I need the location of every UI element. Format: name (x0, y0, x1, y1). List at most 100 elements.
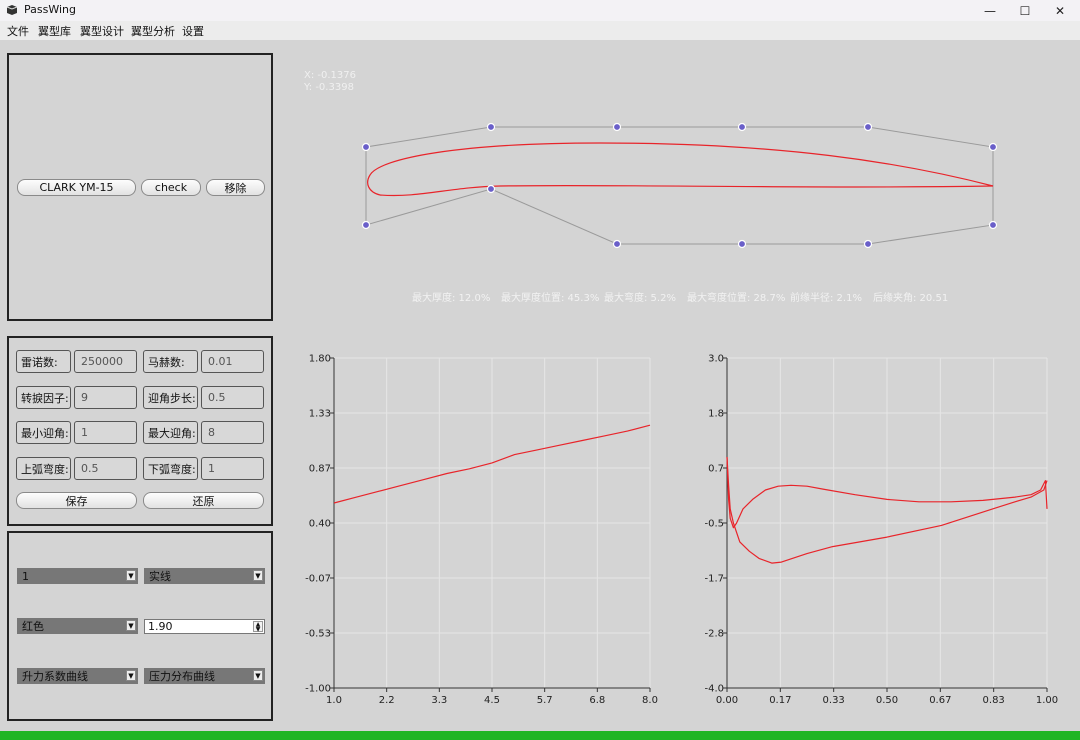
title-bar: PassWing — ☐ ✕ (0, 0, 1080, 21)
airfoil-list-panel: CLARK YM-15 check 移除 (7, 53, 273, 321)
y-tick-label: 3.0 (708, 354, 724, 365)
plot-style-panel: 1 ▼ 实线 ▼ 红色 ▼ 1.90 ▲ ▼ 升力系数曲线 ▼ 压力分布曲线 ▼ (7, 531, 273, 721)
app-logo-icon (6, 5, 18, 15)
transition-field[interactable]: 9 (74, 386, 137, 409)
dropdown-arrow-icon: ▼ (126, 570, 136, 581)
menu-bar: 文件 翼型库 翼型设计 翼型分析 设置 (0, 21, 1080, 40)
restore-button[interactable]: 还原 (143, 492, 264, 509)
line-color-combo[interactable]: 红色 ▼ (17, 618, 138, 634)
x-tick-label: 8.0 (642, 695, 658, 706)
spin-arrows-icon[interactable]: ▲ ▼ (253, 621, 263, 633)
control-point[interactable] (612, 122, 622, 132)
max-aoa-field[interactable]: 8 (201, 421, 264, 444)
x-tick-label: 1.00 (1036, 695, 1058, 706)
x-tick-label: 0.67 (929, 695, 951, 706)
reynolds-field[interactable]: 250000 (74, 350, 137, 373)
y-tick-label: 0.40 (309, 519, 331, 530)
y-tick-label: -1.00 (305, 684, 331, 695)
control-point[interactable] (863, 122, 873, 132)
maximize-button[interactable]: ☐ (1005, 0, 1045, 21)
transition-label: 转捩因子: (16, 386, 71, 409)
upper-camber-label: 上弧弯度: (16, 457, 71, 480)
stat-max-camber: 最大弯度: 5.2% (604, 293, 676, 304)
x-tick-label: 4.5 (484, 695, 500, 706)
dropdown-arrow-icon: ▼ (126, 620, 136, 631)
menu-airfoil-analysis[interactable]: 翼型分析 (131, 25, 175, 38)
menu-airfoil-library[interactable]: 翼型库 (38, 25, 71, 38)
line-width-value: 1 (22, 569, 29, 583)
y-tick-label: -0.5 (704, 519, 724, 530)
aoa-step-field[interactable]: 0.5 (201, 386, 264, 409)
control-point[interactable] (863, 239, 873, 249)
stat-te-angle: 后缘夹角: 20.51 (873, 293, 949, 304)
dropdown-arrow-icon: ▼ (253, 570, 263, 581)
control-point[interactable] (361, 220, 371, 230)
dropdown-arrow-icon: ▼ (126, 670, 136, 681)
max-aoa-label: 最大迎角: (143, 421, 198, 444)
check-button[interactable]: check (141, 179, 201, 196)
upper-camber-field[interactable]: 0.5 (74, 457, 137, 480)
line-width-combo[interactable]: 1 ▼ (17, 568, 138, 584)
y-tick-label: -1.7 (704, 574, 724, 585)
left-plot-type-value: 升力系数曲线 (22, 670, 88, 683)
cursor-x-readout: X: -0.1376 (304, 70, 356, 81)
line-style-combo[interactable]: 实线 ▼ (144, 568, 265, 584)
save-button[interactable]: 保存 (16, 492, 137, 509)
series-line-0 (726, 456, 1048, 529)
y-tick-label: 1.33 (309, 409, 331, 420)
airfoil-name-button[interactable]: CLARK YM-15 (17, 179, 136, 196)
control-point[interactable] (612, 239, 622, 249)
minimize-icon: — (984, 3, 996, 18)
lower-camber-label: 下弧弯度: (143, 457, 198, 480)
right-plot-type-combo[interactable]: 压力分布曲线 ▼ (144, 668, 265, 684)
y-tick-label: 1.8 (708, 409, 724, 420)
spinbox-value: 1.90 (148, 620, 173, 633)
control-point[interactable] (737, 239, 747, 249)
stat-max-thickness: 最大厚度: 12.0% (412, 293, 491, 304)
close-button[interactable]: ✕ (1040, 0, 1080, 21)
analysis-params-panel: 雷诺数: 250000 马赫数: 0.01 转捩因子: 9 迎角步长: 0.5 … (7, 336, 273, 526)
min-aoa-field[interactable]: 1 (74, 421, 137, 444)
menu-airfoil-design[interactable]: 翼型设计 (80, 25, 124, 38)
menu-settings[interactable]: 设置 (182, 25, 204, 38)
line-style-value: 实线 (149, 570, 171, 583)
lower-control-polygon (365, 147, 994, 245)
y-tick-label: -2.8 (704, 629, 724, 640)
control-points[interactable] (361, 122, 998, 249)
airfoil-upper-surface (367, 142, 994, 196)
stat-max-thickness-pos: 最大厚度位置: 45.3% (501, 293, 600, 304)
pressure-distribution-chart: 0.00 0.17 0.33 0.50 0.67 0.83 1.00 3.0 1.8 0.7 -0.… (704, 354, 1058, 707)
lift-coefficient-chart: 1.0 2.2 3.3 4.5 5.7 6.8 8.0 1.80 1.33 0.87 0.40 -0.… (305, 354, 658, 707)
reynolds-label: 雷诺数: (16, 350, 71, 373)
value-spinbox[interactable]: 1.90 ▲ ▼ (144, 619, 265, 634)
remove-button[interactable]: 移除 (206, 179, 265, 196)
control-point[interactable] (737, 122, 747, 132)
control-point[interactable] (486, 122, 496, 132)
x-tick-label: 0.17 (769, 695, 791, 706)
cursor-y-readout: Y: -0.3398 (304, 82, 354, 93)
right-plot-type-value: 压力分布曲线 (149, 670, 215, 683)
menu-file[interactable]: 文件 (7, 25, 29, 38)
minimize-button[interactable]: — (970, 0, 1010, 21)
stat-le-radius: 前缘半径: 2.1% (790, 293, 862, 304)
mach-field[interactable]: 0.01 (201, 350, 264, 373)
control-point[interactable] (486, 184, 496, 194)
aoa-step-label: 迎角步长: (143, 386, 198, 409)
control-point[interactable] (988, 220, 998, 230)
x-tick-label: 5.7 (537, 695, 553, 706)
x-tick-label: 0.50 (876, 695, 898, 706)
x-tick-label: 6.8 (589, 695, 605, 706)
upper-control-polygon (365, 126, 994, 186)
window-title: PassWing (24, 3, 76, 16)
maximize-icon: ☐ (1019, 3, 1031, 18)
line-color-value: 红色 (22, 620, 44, 633)
series-line-1 (726, 456, 1048, 564)
left-plot-type-combo[interactable]: 升力系数曲线 ▼ (17, 668, 138, 684)
control-point[interactable] (988, 142, 998, 152)
x-tick-label: 0.00 (716, 695, 738, 706)
mach-label: 马赫数: (143, 350, 198, 373)
control-point[interactable] (361, 142, 371, 152)
lower-camber-field[interactable]: 1 (201, 457, 264, 480)
status-bar (0, 731, 1080, 740)
